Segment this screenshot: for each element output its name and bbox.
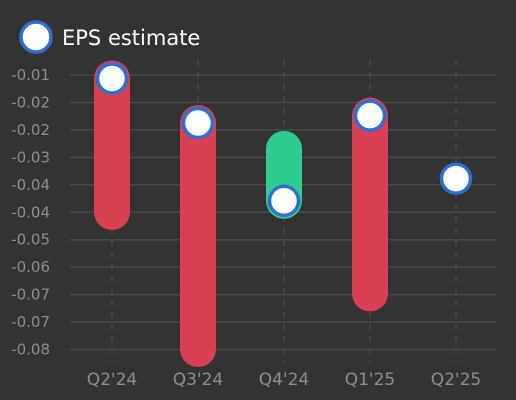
y-tick-label: -0.03 xyxy=(11,148,50,166)
bar-Q324 xyxy=(180,104,216,368)
estimate-marker-Q324 xyxy=(181,106,215,140)
y-tick-label: -0.07 xyxy=(11,313,50,331)
bars xyxy=(94,60,388,368)
bar-Q125 xyxy=(352,97,388,312)
x-tick-label: Q2'24 xyxy=(87,370,138,390)
estimate-marker-Q424 xyxy=(267,184,301,218)
x-tick-label: Q3'24 xyxy=(173,370,224,390)
legend-label-eps-estimate: EPS estimate xyxy=(62,26,200,50)
legend: EPS estimate xyxy=(19,20,200,54)
y-tick-label: -0.07 xyxy=(11,286,50,304)
y-tick-label: -0.06 xyxy=(11,258,50,276)
estimate-marker-Q224 xyxy=(95,62,129,95)
y-tick-label: -0.02 xyxy=(11,121,50,139)
estimate-markers xyxy=(95,62,473,218)
x-tick-label: Q2'25 xyxy=(431,370,482,390)
y-tick-label: -0.04 xyxy=(11,203,50,221)
estimate-marker-Q125 xyxy=(353,99,387,132)
y-tick-label: -0.08 xyxy=(11,341,50,359)
x-axis: Q2'24 Q3'24 Q4'24 Q1'25 Q2'25 xyxy=(87,370,482,390)
x-tick-label: Q4'24 xyxy=(259,370,310,390)
legend-marker xyxy=(19,20,53,54)
y-tick-label: -0.05 xyxy=(11,231,50,249)
y-tick-label: -0.01 xyxy=(11,66,50,84)
y-tick-label: -0.02 xyxy=(11,93,50,111)
estimate-marker-Q225 xyxy=(439,162,473,195)
x-tick-label: Q1'25 xyxy=(345,370,396,390)
y-tick-label: -0.04 xyxy=(11,176,50,194)
y-axis: -0.01 -0.02 -0.02 -0.03 -0.04 -0.04 -0.05 -0.06… xyxy=(11,66,50,359)
bar-Q224 xyxy=(94,60,130,230)
